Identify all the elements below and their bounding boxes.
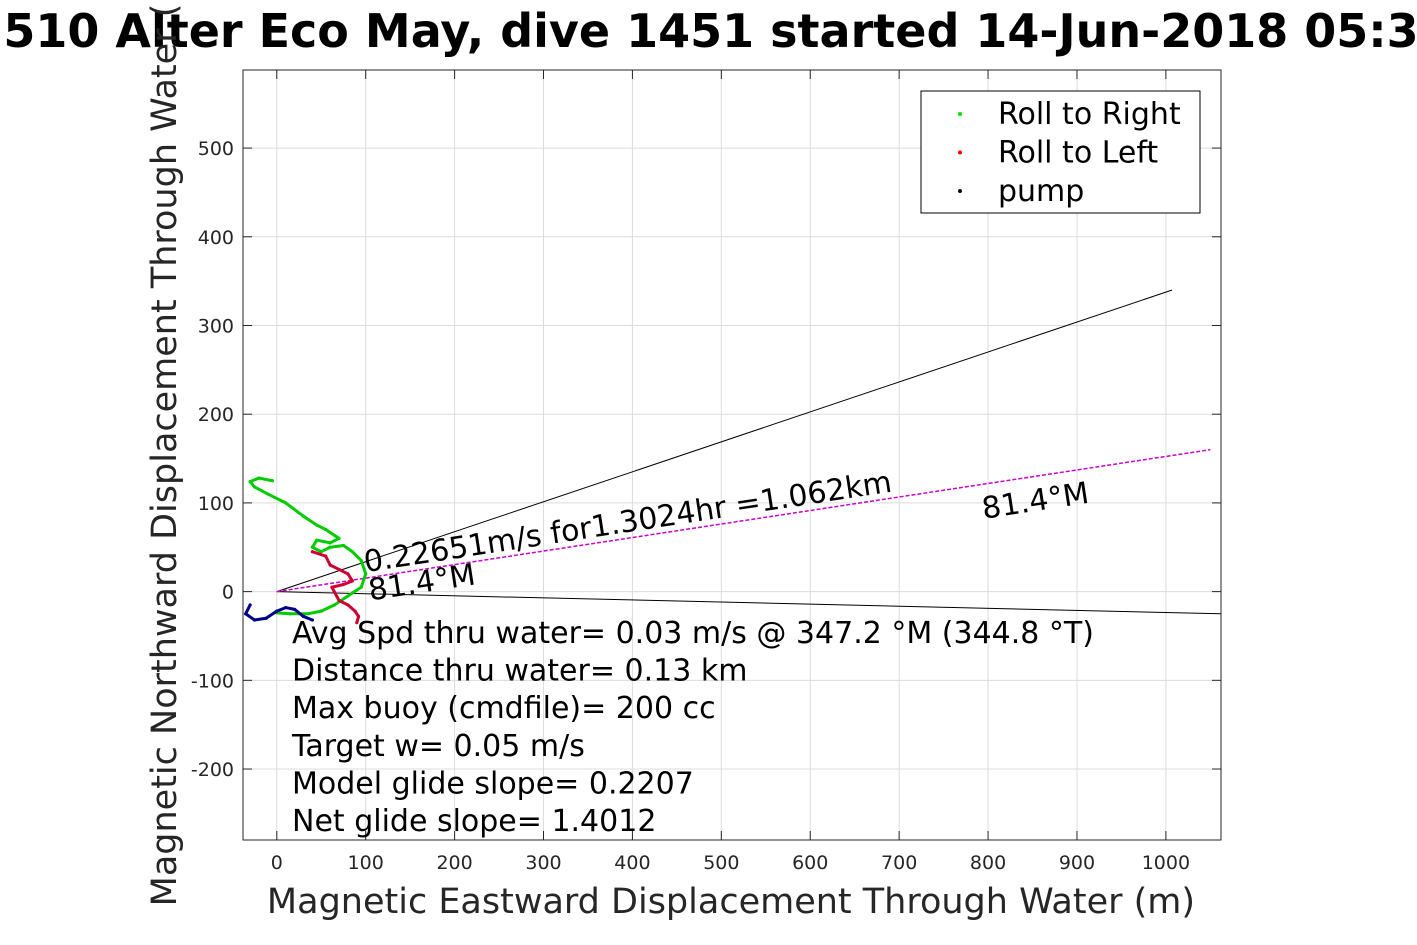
y-tick-label: -100: [191, 670, 234, 692]
reference-line: [276, 448, 1211, 593]
y-tick-label: 200: [198, 404, 234, 426]
y-tick-label: 500: [198, 138, 234, 160]
series-point: [350, 550, 354, 554]
x-tick-label: 400: [614, 852, 650, 874]
y-axis-label: Magnetic Northward Displacement Through …: [145, 4, 185, 907]
series-point: [264, 616, 268, 620]
series-point: [319, 550, 323, 554]
x-tick-label: 100: [348, 852, 384, 874]
x-tick-label: 200: [436, 852, 472, 874]
stat-line: Net glide slope= 1.4012: [292, 804, 656, 839]
legend-marker: [958, 150, 962, 155]
legend-marker: [958, 112, 962, 116]
series-point: [355, 621, 359, 625]
series-point: [244, 612, 248, 616]
chart-title: 510 Alter Eco May, dive 1451 started 14-…: [3, 4, 1417, 58]
axis-ticks: 0 100 200 300 400 500 600 700 800 900 1000-200-100…: [191, 70, 1221, 874]
series-point: [328, 541, 332, 545]
series-point: [356, 614, 361, 619]
legend-entry-label: pump: [998, 174, 1084, 209]
series-point: [337, 567, 341, 572]
series-line: [248, 476, 368, 616]
dive-statistics: Avg Spd thru water= 0.03 m/s @ 347.2 °M …: [291, 616, 1094, 839]
x-axis-label: Magnetic Eastward Displacement Through W…: [267, 882, 1195, 922]
x-tick-label: 600: [792, 852, 828, 874]
trajectory-series: [244, 476, 368, 625]
y-tick-label: 0: [222, 582, 234, 604]
y-tick-label: 100: [198, 493, 234, 515]
series-point: [330, 585, 334, 589]
series-point: [359, 558, 363, 563]
legend-box: [920, 90, 1201, 214]
series-point: [248, 603, 252, 607]
series-point: [359, 585, 363, 589]
series-point: [266, 492, 270, 496]
series-point: [346, 603, 350, 607]
reference-lines: [276, 289, 1222, 615]
x-tick-label: 300: [525, 852, 561, 874]
series-point: [332, 603, 337, 607]
series-point: [284, 605, 288, 610]
series-point: [310, 618, 314, 622]
reference-line: [276, 591, 1222, 615]
series-point: [346, 572, 350, 576]
series-point: [353, 609, 357, 613]
series-point: [350, 579, 354, 583]
series-point: [270, 479, 274, 483]
x-tick-label: 900: [1059, 852, 1095, 874]
plot-frame: [242, 69, 1222, 841]
legend-entry-label: Roll to Left: [998, 136, 1158, 171]
series-point: [292, 607, 297, 611]
stat-line: Model glide slope= 0.2207: [292, 766, 694, 801]
x-tick-label: 800: [970, 852, 1006, 874]
series-point: [319, 609, 323, 613]
series-point: [346, 594, 350, 598]
reference-line: [276, 289, 1173, 593]
series-point: [252, 485, 257, 489]
y-tick-label: 300: [198, 315, 234, 337]
legend-marker: [958, 189, 962, 193]
stat-line: Max buoy (cmdfile)= 200 cc: [292, 691, 716, 726]
series-point: [328, 563, 332, 567]
series-point: [364, 572, 368, 576]
series-point: [324, 554, 328, 558]
series-point: [257, 476, 261, 480]
series-point: [284, 501, 288, 505]
y-tick-label: 400: [198, 227, 234, 249]
series-point: [315, 538, 319, 542]
series-point: [337, 536, 341, 540]
series-point: [288, 612, 292, 616]
series-point: [341, 543, 346, 548]
series-point: [275, 609, 279, 613]
series-point: [324, 527, 328, 532]
series-point: [315, 523, 319, 527]
series-point: [252, 618, 257, 622]
series-point: [306, 612, 310, 616]
series-point: [341, 582, 346, 587]
series-point: [301, 614, 306, 619]
series-point: [301, 514, 306, 518]
stat-line: Target w= 0.05 m/s: [291, 729, 585, 764]
series-point: [248, 480, 252, 484]
legend-entry-label: Roll to Right: [998, 97, 1181, 132]
series-point: [337, 598, 341, 603]
x-tick-label: 500: [703, 852, 739, 874]
stat-line: Avg Spd thru water= 0.03 m/s @ 347.2 °M …: [292, 616, 1094, 651]
series-point: [328, 545, 332, 549]
x-tick-label: 700: [881, 852, 917, 874]
x-tick-label: 1000: [1142, 852, 1190, 874]
series-point: [310, 545, 314, 549]
y-tick-label: -200: [191, 759, 234, 781]
stat-line: Distance thru water= 0.13 km: [292, 654, 747, 689]
x-tick-label: 0: [271, 852, 283, 874]
series-point: [310, 550, 314, 554]
